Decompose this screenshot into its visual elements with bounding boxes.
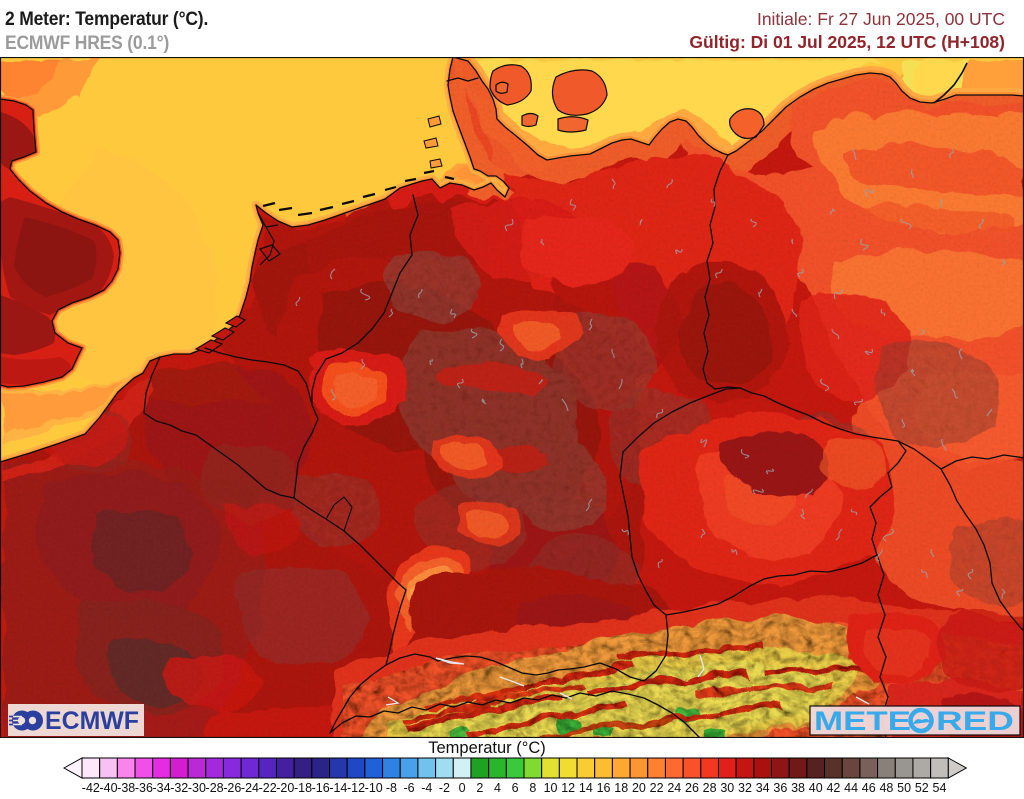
svg-text:8: 8 — [529, 781, 536, 795]
svg-text:-4: -4 — [421, 781, 432, 795]
svg-text:-32: -32 — [170, 781, 188, 795]
svg-text:-30: -30 — [188, 781, 206, 795]
svg-text:16: 16 — [597, 781, 611, 795]
svg-text:48: 48 — [879, 781, 893, 795]
svg-text:-40: -40 — [99, 781, 117, 795]
svg-text:20: 20 — [632, 781, 646, 795]
svg-text:-26: -26 — [223, 781, 241, 795]
svg-text:14: 14 — [579, 781, 593, 795]
svg-text:32: 32 — [738, 781, 752, 795]
svg-text:52: 52 — [915, 781, 929, 795]
svg-text:36: 36 — [773, 781, 787, 795]
svg-text:54: 54 — [933, 781, 947, 795]
svg-text:-8: -8 — [386, 781, 397, 795]
svg-text:42: 42 — [826, 781, 840, 795]
svg-text:12: 12 — [561, 781, 575, 795]
svg-text:-28: -28 — [206, 781, 224, 795]
svg-text:2: 2 — [476, 781, 483, 795]
svg-text:28: 28 — [703, 781, 717, 795]
svg-text:-12: -12 — [347, 781, 365, 795]
svg-text:-18: -18 — [294, 781, 312, 795]
svg-text:10: 10 — [544, 781, 558, 795]
svg-text:-16: -16 — [312, 781, 330, 795]
svg-text:24: 24 — [667, 781, 681, 795]
svg-text:-22: -22 — [259, 781, 277, 795]
svg-text:-34: -34 — [153, 781, 171, 795]
svg-text:-14: -14 — [329, 781, 347, 795]
svg-text:46: 46 — [862, 781, 876, 795]
svg-text:22: 22 — [650, 781, 664, 795]
svg-text:26: 26 — [685, 781, 699, 795]
svg-text:18: 18 — [614, 781, 628, 795]
svg-text:30: 30 — [720, 781, 734, 795]
svg-text:-38: -38 — [117, 781, 135, 795]
svg-text:38: 38 — [791, 781, 805, 795]
svg-text:4: 4 — [494, 781, 501, 795]
svg-text:34: 34 — [756, 781, 770, 795]
svg-text:-36: -36 — [135, 781, 153, 795]
svg-text:6: 6 — [512, 781, 519, 795]
svg-text:-20: -20 — [276, 781, 294, 795]
svg-text:-2: -2 — [439, 781, 450, 795]
svg-text:RED: RED — [936, 706, 1014, 736]
svg-text:ECMWF: ECMWF — [45, 707, 139, 735]
svg-text:-24: -24 — [241, 781, 259, 795]
svg-text:50: 50 — [897, 781, 911, 795]
svg-text:-6: -6 — [404, 781, 415, 795]
svg-text:-42: -42 — [82, 781, 100, 795]
svg-text:-10: -10 — [365, 781, 383, 795]
svg-text:44: 44 — [844, 781, 858, 795]
svg-text:METE: METE — [814, 706, 911, 736]
svg-text:0: 0 — [459, 781, 466, 795]
svg-text:40: 40 — [809, 781, 823, 795]
